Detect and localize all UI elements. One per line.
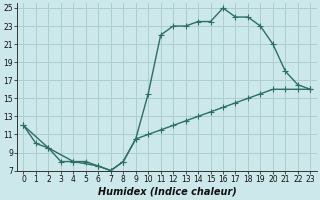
- X-axis label: Humidex (Indice chaleur): Humidex (Indice chaleur): [98, 187, 236, 197]
